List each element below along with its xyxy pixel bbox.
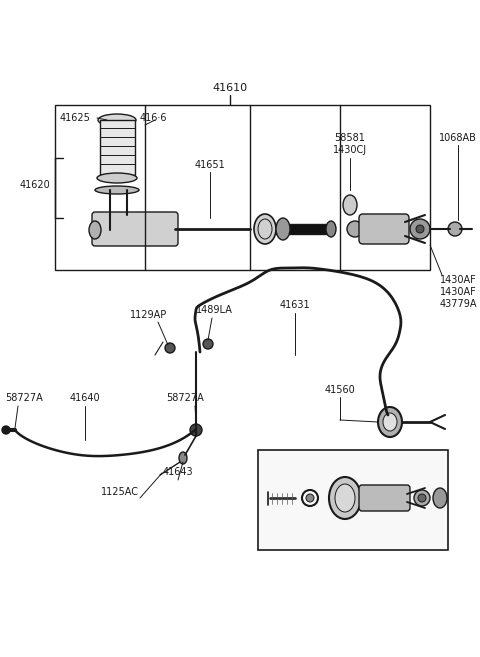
Text: 43779A: 43779A [440, 299, 478, 309]
Text: 1430AF: 1430AF [440, 287, 477, 297]
Circle shape [203, 339, 213, 349]
Ellipse shape [97, 173, 137, 183]
Ellipse shape [378, 407, 402, 437]
Circle shape [414, 490, 430, 506]
Circle shape [347, 221, 363, 237]
Text: 41651: 41651 [194, 160, 226, 170]
Ellipse shape [329, 477, 361, 519]
Circle shape [416, 225, 424, 233]
Circle shape [190, 424, 202, 436]
Bar [55, 105, 430, 270]
Text: 58727A: 58727A [166, 393, 204, 403]
Text: 1125AC: 1125AC [101, 487, 139, 497]
Bar [100, 120, 135, 175]
Text: 41640: 41640 [70, 393, 100, 403]
Ellipse shape [276, 218, 290, 240]
Text: 58727A: 58727A [5, 393, 43, 403]
Circle shape [2, 426, 10, 434]
Ellipse shape [335, 484, 355, 512]
Text: 41625: 41625 [60, 113, 91, 123]
Ellipse shape [179, 452, 187, 464]
Text: 41610: 41610 [213, 83, 248, 93]
Ellipse shape [254, 214, 276, 244]
Ellipse shape [326, 221, 336, 237]
Text: 41631: 41631 [280, 300, 310, 310]
Circle shape [410, 219, 430, 239]
FancyBboxPatch shape [359, 485, 410, 511]
Text: 1430CJ: 1430CJ [333, 145, 367, 155]
Circle shape [302, 490, 318, 506]
FancyBboxPatch shape [359, 214, 409, 244]
Bar [258, 450, 448, 550]
Bar [276, 224, 331, 234]
Text: 416·6: 416·6 [140, 113, 168, 123]
Text: 58581: 58581 [335, 133, 365, 143]
Circle shape [165, 343, 175, 353]
Ellipse shape [95, 186, 139, 194]
Text: 1430AF: 1430AF [440, 275, 477, 285]
Text: 41560: 41560 [324, 385, 355, 395]
Text: 1129AP: 1129AP [130, 310, 167, 320]
Ellipse shape [89, 221, 101, 239]
Ellipse shape [98, 114, 136, 126]
Ellipse shape [383, 413, 397, 431]
Circle shape [448, 222, 462, 236]
Text: 41643: 41643 [163, 467, 193, 477]
Ellipse shape [343, 195, 357, 215]
Circle shape [418, 494, 426, 502]
Text: 41620: 41620 [20, 180, 51, 190]
Ellipse shape [433, 488, 447, 508]
Text: 1489LA: 1489LA [196, 305, 233, 315]
FancyBboxPatch shape [92, 212, 178, 246]
Text: 1068AB: 1068AB [439, 133, 477, 143]
Circle shape [306, 494, 314, 502]
